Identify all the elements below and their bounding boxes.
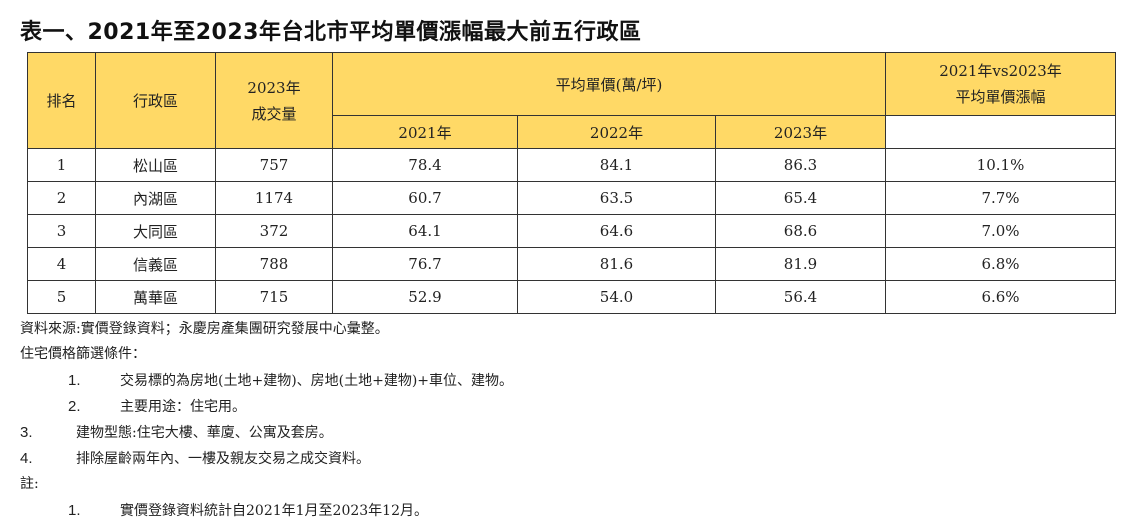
criteria-number: 3. — [20, 424, 33, 441]
header-growth-line2: 平均單價漲幅 — [955, 88, 1046, 106]
header-year-2022: 2022年 — [517, 115, 716, 149]
cell-price-2023: 86.3 — [715, 148, 886, 182]
price-growth-table: 排名 行政區 2023年 成交量 平均單價(萬/坪) 2021年vs2023年 … — [27, 52, 1116, 314]
cell-price-2022: 84.1 — [517, 148, 716, 182]
cell-volume: 1174 — [215, 181, 333, 215]
cell-rank: 4 — [27, 247, 96, 281]
criteria-heading: 住宅價格篩選條件： — [20, 346, 146, 362]
page-title: 表一、2021年至2023年台北市平均單價漲幅最大前五行政區 — [20, 20, 642, 45]
criteria-number: 1. — [68, 372, 81, 389]
header-volume: 2023年 成交量 — [215, 52, 333, 149]
header-growth: 2021年vs2023年 平均單價漲幅 — [885, 52, 1116, 116]
criteria-item: 1. 交易標的為房地(土地+建物)、房地(土地+建物)+車位、建物。 — [68, 370, 513, 390]
cell-price-2023: 68.6 — [715, 214, 886, 248]
cell-growth: 7.0% — [885, 214, 1116, 248]
cell-rank: 1 — [27, 148, 96, 182]
cell-price-2021: 64.1 — [332, 214, 518, 248]
cell-growth: 7.7% — [885, 181, 1116, 215]
table-row: 1 松山區 757 78.4 84.1 86.3 10.1% — [27, 148, 1116, 182]
criteria-text: 排除屋齡兩年內、一樓及親友交易之成交資料。 — [76, 451, 370, 467]
criteria-number: 4. — [20, 450, 33, 467]
cell-rank: 2 — [27, 181, 96, 215]
cell-growth: 10.1% — [885, 148, 1116, 182]
cell-price-2023: 65.4 — [715, 181, 886, 215]
remark-heading: 註: — [20, 476, 39, 492]
criteria-text: 建物型態:住宅大樓、華廈、公寓及套房。 — [76, 425, 333, 441]
cell-price-2021: 60.7 — [332, 181, 518, 215]
header-year-2021: 2021年 — [332, 115, 518, 149]
cell-price-2023: 56.4 — [715, 280, 886, 314]
header-volume-line1: 2023年 — [247, 78, 301, 97]
header-volume-line2: 成交量 — [251, 104, 297, 123]
header-growth-blank — [885, 115, 1116, 149]
criteria-item: 3. 建物型態:住宅大樓、華廈、公寓及套房。 — [20, 422, 333, 442]
cell-price-2021: 52.9 — [332, 280, 518, 314]
cell-price-2021: 76.7 — [332, 247, 518, 281]
criteria-item: 2. 主要用途：住宅用。 — [68, 396, 246, 416]
criteria-text: 交易標的為房地(土地+建物)、房地(土地+建物)+車位、建物。 — [120, 373, 514, 389]
cell-volume: 788 — [215, 247, 333, 281]
header-year-2023: 2023年 — [715, 115, 886, 149]
cell-rank: 5 — [27, 280, 96, 314]
remark-text: 實價登錄資料統計自2021年1月至2023年12月。 — [120, 503, 428, 519]
header-avg-price: 平均單價(萬/坪) — [332, 52, 886, 116]
cell-price-2021: 78.4 — [332, 148, 518, 182]
cell-volume: 372 — [215, 214, 333, 248]
cell-district: 大同區 — [95, 214, 216, 248]
source-note: 資料來源:實價登錄資料；永慶房產集團研究發展中心彙整。 — [20, 321, 389, 337]
cell-price-2022: 63.5 — [517, 181, 716, 215]
criteria-number: 2. — [68, 398, 81, 415]
header-growth-line1: 2021年vs2023年 — [939, 62, 1062, 80]
header-rank: 排名 — [27, 52, 96, 149]
header-district: 行政區 — [95, 52, 216, 149]
cell-volume: 715 — [215, 280, 333, 314]
cell-district: 松山區 — [95, 148, 216, 182]
cell-price-2023: 81.9 — [715, 247, 886, 281]
cell-growth: 6.6% — [885, 280, 1116, 314]
criteria-text: 主要用途：住宅用。 — [120, 399, 246, 415]
criteria-item: 4. 排除屋齡兩年內、一樓及親友交易之成交資料。 — [20, 448, 370, 468]
table-row: 2 內湖區 1174 60.7 63.5 65.4 7.7% — [27, 181, 1116, 215]
cell-price-2022: 54.0 — [517, 280, 716, 314]
cell-volume: 757 — [215, 148, 333, 182]
table-row: 5 萬華區 715 52.9 54.0 56.4 6.6% — [27, 280, 1116, 314]
cell-rank: 3 — [27, 214, 96, 248]
cell-price-2022: 64.6 — [517, 214, 716, 248]
cell-growth: 6.8% — [885, 247, 1116, 281]
cell-price-2022: 81.6 — [517, 247, 716, 281]
cell-district: 信義區 — [95, 247, 216, 281]
table-row: 4 信義區 788 76.7 81.6 81.9 6.8% — [27, 247, 1116, 281]
remark-item: 1. 實價登錄資料統計自2021年1月至2023年12月。 — [68, 500, 428, 520]
cell-district: 內湖區 — [95, 181, 216, 215]
cell-district: 萬華區 — [95, 280, 216, 314]
remark-number: 1. — [68, 502, 81, 519]
table-row: 3 大同區 372 64.1 64.6 68.6 7.0% — [27, 214, 1116, 248]
